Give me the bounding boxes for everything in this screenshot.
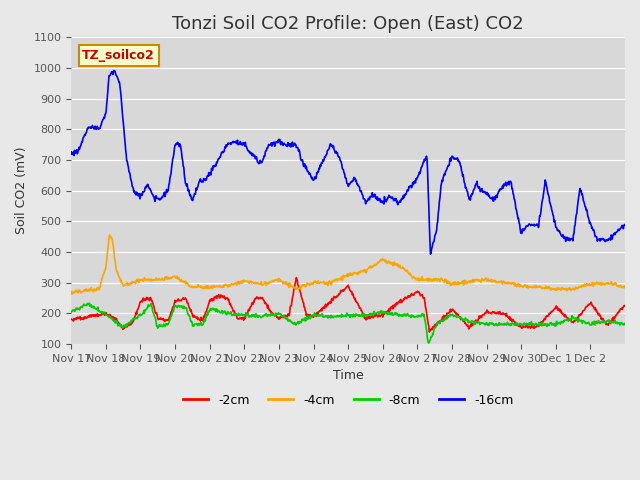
Text: TZ_soilco2: TZ_soilco2 — [83, 49, 155, 62]
Y-axis label: Soil CO2 (mV): Soil CO2 (mV) — [15, 147, 28, 235]
Legend: -2cm, -4cm, -8cm, -16cm: -2cm, -4cm, -8cm, -16cm — [178, 388, 518, 411]
Title: Tonzi Soil CO2 Profile: Open (East) CO2: Tonzi Soil CO2 Profile: Open (East) CO2 — [172, 15, 524, 33]
X-axis label: Time: Time — [333, 370, 364, 383]
